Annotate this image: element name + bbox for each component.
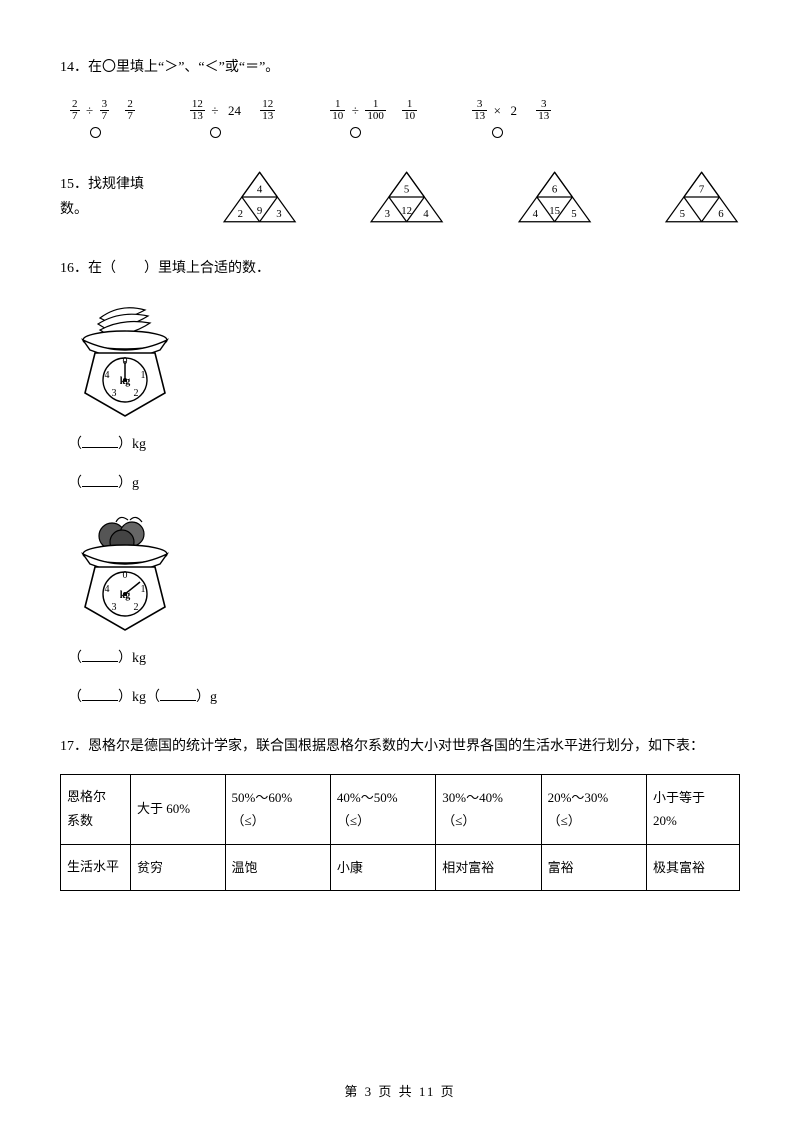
answer-blank[interactable]: （）kg xyxy=(68,646,740,671)
table-cell: 小于等于20% xyxy=(646,774,739,844)
svg-text:5: 5 xyxy=(679,208,684,220)
question-17: 17．恩格尔是德国的统计学家，联合国根据恩格尔系数的大小对世界各国的生活水平进行… xyxy=(60,734,740,890)
answer-blank[interactable]: （）g xyxy=(68,471,740,496)
q14-expr-3: 110 ÷ 1100 110 xyxy=(330,98,417,138)
q16-prompt: 16．在（ ）里填上合适的数． xyxy=(60,256,740,281)
q15-prompt: 15．找规律填数。 xyxy=(60,172,151,222)
comparison-blank-circle[interactable] xyxy=(350,127,361,138)
table-cell: 极其富裕 xyxy=(646,844,739,890)
answer-blank[interactable]: （）kg（）g xyxy=(68,685,740,710)
svg-text:3: 3 xyxy=(112,388,117,399)
table-cell: 30%～40%（≤） xyxy=(436,774,541,844)
comparison-blank-circle[interactable] xyxy=(90,127,101,138)
svg-text:1: 1 xyxy=(141,584,146,595)
svg-text:2: 2 xyxy=(134,602,139,613)
svg-text:3: 3 xyxy=(276,208,281,220)
q14-expressions: 27 ÷ 37 27 1213 ÷ 24 1213 110 ÷ 1100 110… xyxy=(70,98,740,138)
table-cell: 小康 xyxy=(330,844,435,890)
table-cell: 20%～30%（≤） xyxy=(541,774,646,844)
engel-table: 恩格尔系数 大于 60% 50%～60%（≤） 40%～50%（≤） 30%～4… xyxy=(60,774,740,891)
svg-text:4: 4 xyxy=(257,184,263,196)
table-cell: 恩格尔系数 xyxy=(61,774,131,844)
table-row: 生活水平 贫穷 温饱 小康 相对富裕 富裕 极其富裕 xyxy=(61,844,740,890)
scale-figure-fruit: 0 1 2 3 4 kg xyxy=(70,512,740,632)
svg-text:0: 0 xyxy=(123,570,128,581)
svg-text:3: 3 xyxy=(385,208,390,220)
svg-text:1: 1 xyxy=(141,370,146,381)
question-14: 14．在〇里填上“＞”、“＜”或“＝”。 27 ÷ 37 27 1213 ÷ 2… xyxy=(60,55,740,138)
svg-text:5: 5 xyxy=(571,208,576,220)
page-footer: 第 3 页 共 11 页 xyxy=(0,1081,800,1100)
table-cell: 富裕 xyxy=(541,844,646,890)
table-cell: 温饱 xyxy=(225,844,330,890)
scale-figure-bananas: 0 1 2 3 4 kg xyxy=(70,298,740,418)
q14-expr-2: 1213 ÷ 24 1213 xyxy=(190,98,275,138)
q14-expr-1: 27 ÷ 37 27 xyxy=(70,98,135,138)
table-cell: 40%～50%（≤） xyxy=(330,774,435,844)
table-cell: 贫穷 xyxy=(131,844,226,890)
svg-text:15: 15 xyxy=(549,205,560,217)
svg-text:6: 6 xyxy=(551,184,557,196)
svg-text:9: 9 xyxy=(257,205,262,217)
svg-text:3: 3 xyxy=(112,602,117,613)
svg-text:4: 4 xyxy=(424,208,430,220)
question-16: 16．在（ ）里填上合适的数． 0 1 2 3 4 kg xyxy=(60,256,740,710)
svg-text:2: 2 xyxy=(134,388,139,399)
comparison-blank-circle[interactable] xyxy=(492,127,503,138)
q14-expr-4: 313 × 2 313 xyxy=(472,98,551,138)
table-cell: 50%～60%（≤） xyxy=(225,774,330,844)
triangle-figure: 5 3 12 4 xyxy=(368,162,445,232)
question-15: 15．找规律填数。 4 2 9 3 5 3 12 xyxy=(60,162,740,232)
table-row: 恩格尔系数 大于 60% 50%～60%（≤） 40%～50%（≤） 30%～4… xyxy=(61,774,740,844)
svg-text:12: 12 xyxy=(402,205,413,217)
svg-text:7: 7 xyxy=(699,184,705,196)
table-cell: 大于 60% xyxy=(131,774,226,844)
answer-blank[interactable]: （）kg xyxy=(68,432,740,457)
triangle-figure: 7 5 6 xyxy=(663,162,740,232)
svg-text:6: 6 xyxy=(718,208,724,220)
svg-text:4: 4 xyxy=(532,208,538,220)
table-cell: 生活水平 xyxy=(61,844,131,890)
comparison-blank-circle[interactable] xyxy=(210,127,221,138)
svg-text:2: 2 xyxy=(238,208,243,220)
triangle-figure: 6 4 15 5 xyxy=(516,162,593,232)
svg-text:4: 4 xyxy=(105,584,110,595)
q14-prompt: 14．在〇里填上“＞”、“＜”或“＝”。 xyxy=(60,55,740,80)
svg-text:5: 5 xyxy=(404,184,409,196)
svg-text:4: 4 xyxy=(105,370,110,381)
table-cell: 相对富裕 xyxy=(436,844,541,890)
triangle-figure: 4 2 9 3 xyxy=(221,162,298,232)
q17-prompt: 17．恩格尔是德国的统计学家，联合国根据恩格尔系数的大小对世界各国的生活水平进行… xyxy=(60,734,740,759)
